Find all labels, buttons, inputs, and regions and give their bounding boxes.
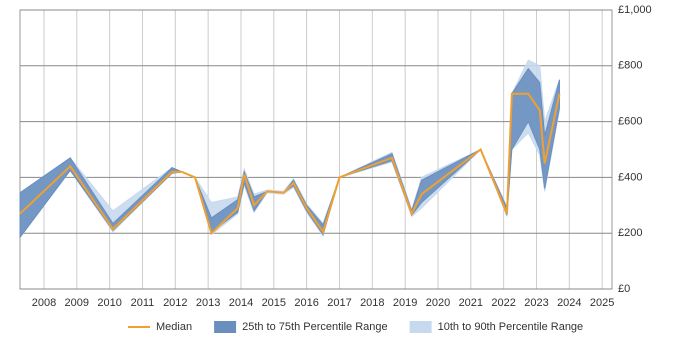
x-tick-label: 2021 [459,297,483,309]
legend-swatch [409,321,432,333]
legend-label: Median [156,321,192,333]
y-tick-label: £200 [618,227,642,239]
x-tick-label: 2025 [590,297,614,309]
x-tick-label: 2019 [393,297,417,309]
x-tick-label: 2024 [557,297,581,309]
x-tick-label: 2018 [360,297,384,309]
x-tick-label: 2008 [32,297,56,309]
x-tick-label: 2016 [294,297,318,309]
median-line [19,92,561,236]
x-tick-label: 2011 [131,297,155,309]
band [19,67,560,239]
x-tick-label: 2023 [524,297,548,309]
x-tick-label: 2020 [426,297,450,309]
x-tick-label: 2013 [196,297,220,309]
x-tick-label: 2014 [229,297,253,309]
legend-label: 25th to 75th Percentile Range [242,321,388,333]
y-tick-label: £1,000 [618,4,652,16]
x-tick-label: 2012 [163,297,187,309]
x-tick-label: 2010 [97,297,121,309]
x-tick-label: 2009 [65,297,89,309]
y-tick-label: £800 [618,60,642,72]
plot-area [19,9,613,290]
x-tick-label: 2022 [491,297,515,309]
legend-label: 10th to 90th Percentile Range [438,321,584,333]
y-tick-label: £600 [618,116,642,128]
x-tick-label: 2017 [327,297,351,309]
legend-swatch [214,321,237,333]
x-tick-label: 2015 [262,297,286,309]
y-tick-label: £400 [618,171,642,183]
y-tick-label: £0 [618,283,630,295]
